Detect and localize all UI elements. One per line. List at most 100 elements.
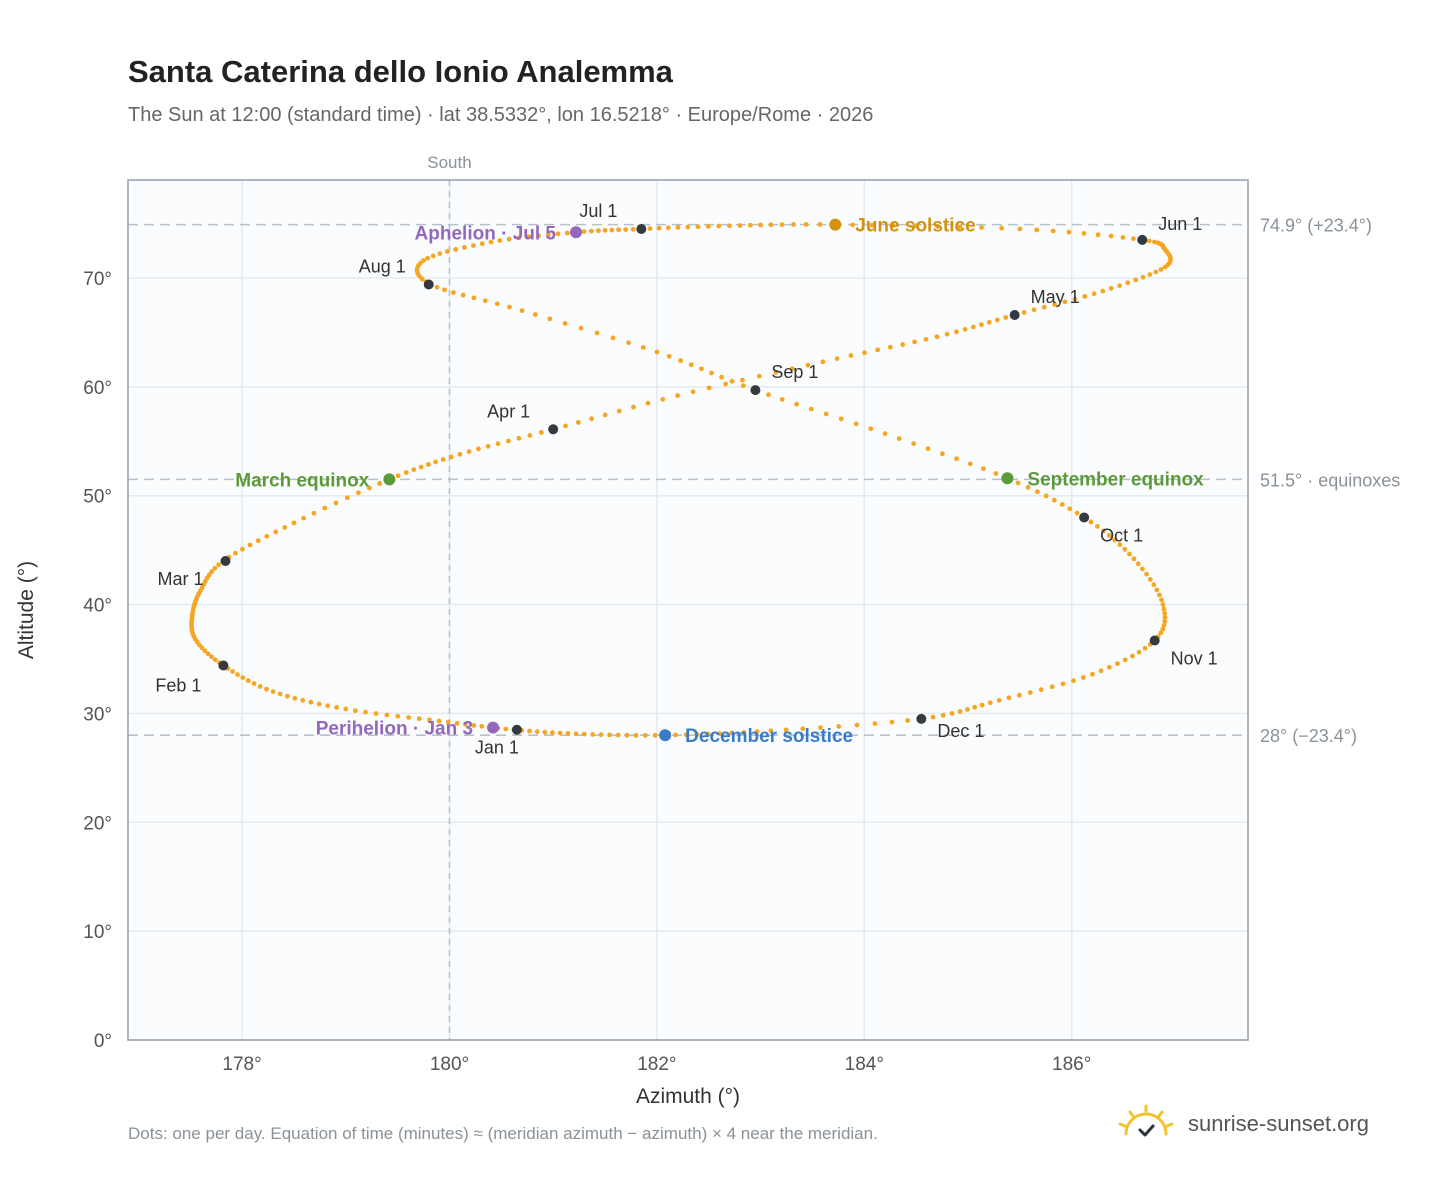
daily-dot [631,404,636,410]
month-marker [1137,234,1148,245]
daily-dot [301,515,306,521]
daily-dot [872,721,878,727]
daily-dot [519,308,525,314]
daily-dot [1095,232,1101,238]
daily-dot [800,726,806,732]
month-label: Oct 1 [1100,525,1143,545]
daily-dot [430,253,436,259]
event-marker [383,473,396,486]
daily-dot [334,705,340,710]
daily-dot [1147,272,1153,277]
daily-dot [264,533,270,539]
daily-dot [565,731,571,736]
daily-dot [1135,561,1141,567]
daily-dot [1133,277,1139,283]
daily-dot [675,393,681,398]
daily-dot [706,385,712,391]
month-label: Dec 1 [937,721,984,741]
daily-dot [729,378,735,384]
y-tick-label: 50° [83,487,112,508]
daily-dot [594,330,600,336]
daily-dot [602,227,608,233]
daily-dot [656,225,662,231]
daily-dot [1115,661,1120,667]
daily-dot [471,722,477,728]
y-tick-label: 30° [83,704,112,725]
daily-dot [1059,502,1065,507]
daily-dot [1081,231,1087,236]
month-label: Nov 1 [1171,648,1218,668]
daily-dot [1140,274,1146,280]
daily-dot [419,276,425,282]
daily-dot [526,234,532,240]
daily-dot [448,454,454,460]
daily-dot [284,693,290,699]
daily-dot [887,344,893,350]
x-tick-label: 182° [637,1054,676,1075]
daily-dot [542,729,548,735]
daily-dot [1034,489,1040,495]
daily-dot [740,383,746,389]
event-label: March equinox [235,470,370,491]
daily-dot [356,490,361,496]
month-marker [1079,512,1090,523]
daily-dot [590,731,596,737]
daily-dot [395,473,401,479]
daily-dot [343,706,349,712]
month-marker [218,660,229,671]
daily-dot [251,681,257,686]
event-label: December solstice [685,726,853,747]
daily-dot [216,562,222,568]
daily-dot [850,222,856,228]
daily-dot [1125,280,1131,286]
daily-dot [344,495,350,501]
daily-dot [373,711,379,716]
event-marker [659,729,672,742]
daily-dot [836,723,842,729]
daily-dot [633,732,639,738]
daily-dot [1153,269,1159,275]
daily-dot [834,356,840,362]
daily-dot [440,457,446,462]
y-tick-label: 60° [83,378,112,399]
daily-dot [717,731,722,736]
daily-dot [944,331,950,337]
x-tick-label: 186° [1052,1054,1091,1075]
daily-dot [1095,524,1100,529]
daily-dot [212,657,218,663]
daily-dot [578,325,584,331]
month-label: Apr 1 [487,401,530,421]
daily-dot [979,702,985,708]
month-label: Feb 1 [155,676,201,696]
daily-dot [690,389,696,395]
daily-dot [1088,519,1094,525]
daily-dot [768,728,774,734]
x-tick-label: 180° [430,1054,469,1075]
daily-dot [1158,630,1164,636]
page-subtitle: The Sun at 12:00 (standard time) · lat 3… [128,104,874,126]
daily-dot [1122,657,1128,663]
brand-name[interactable]: sunrise-sunset.org [1188,1111,1369,1136]
daily-dot [1144,571,1149,577]
daily-dot [654,349,660,355]
event-marker [1001,472,1014,485]
daily-dot [534,729,540,735]
daily-dot [683,732,689,738]
x-axis-title: Azimuth (°) [636,1085,740,1108]
daily-dot [912,339,917,345]
chart-footnote: Dots: one per day. Equation of time (min… [128,1124,878,1143]
daily-dot [630,226,636,232]
daily-dot [1098,668,1104,674]
daily-dot [433,459,438,465]
daily-dot [308,699,314,705]
daily-dot [1100,288,1106,294]
brand[interactable]: sunrise-sunset.org [1118,1100,1369,1148]
daily-dot [1025,484,1031,490]
daily-dot [645,400,651,406]
month-marker [916,713,927,724]
daily-dot [1108,285,1114,291]
month-label: May 1 [1031,287,1080,307]
daily-dot [470,243,476,248]
daily-dot [602,412,608,418]
